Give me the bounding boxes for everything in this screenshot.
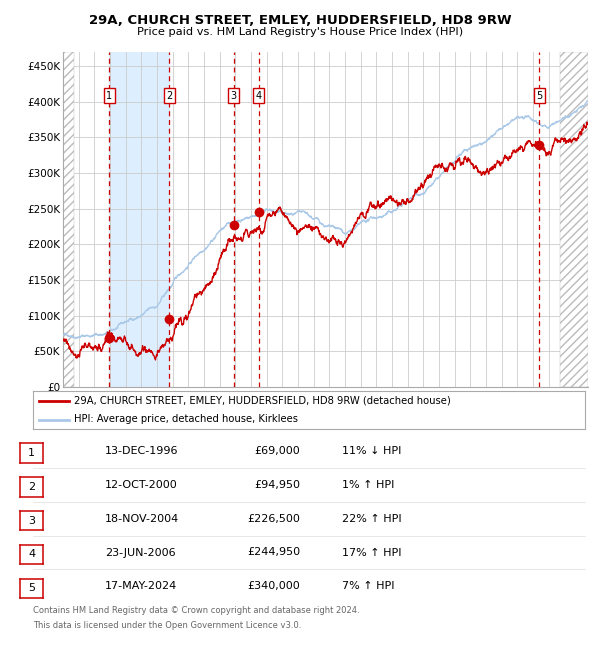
Text: £94,950: £94,950	[254, 480, 300, 490]
Text: 2: 2	[166, 90, 172, 101]
Text: 17-MAY-2024: 17-MAY-2024	[105, 581, 177, 592]
Text: £226,500: £226,500	[247, 514, 300, 524]
Text: £340,000: £340,000	[247, 581, 300, 592]
Text: 2: 2	[28, 482, 35, 492]
Text: Price paid vs. HM Land Registry's House Price Index (HPI): Price paid vs. HM Land Registry's House …	[137, 27, 463, 37]
Text: 22% ↑ HPI: 22% ↑ HPI	[342, 514, 401, 524]
Text: 3: 3	[28, 515, 35, 526]
Text: Contains HM Land Registry data © Crown copyright and database right 2024.: Contains HM Land Registry data © Crown c…	[33, 606, 359, 616]
Text: 1: 1	[28, 448, 35, 458]
Text: HPI: Average price, detached house, Kirklees: HPI: Average price, detached house, Kirk…	[74, 414, 298, 424]
Text: 17% ↑ HPI: 17% ↑ HPI	[342, 547, 401, 558]
Text: 12-OCT-2000: 12-OCT-2000	[105, 480, 178, 490]
Text: 29A, CHURCH STREET, EMLEY, HUDDERSFIELD, HD8 9RW (detached house): 29A, CHURCH STREET, EMLEY, HUDDERSFIELD,…	[74, 395, 451, 406]
Text: 5: 5	[536, 90, 542, 101]
Text: 23-JUN-2006: 23-JUN-2006	[105, 547, 176, 558]
Text: £69,000: £69,000	[254, 446, 300, 456]
Text: 7% ↑ HPI: 7% ↑ HPI	[342, 581, 395, 592]
Text: 18-NOV-2004: 18-NOV-2004	[105, 514, 179, 524]
Text: 13-DEC-1996: 13-DEC-1996	[105, 446, 179, 456]
Bar	[109, 52, 169, 387]
Text: 11% ↓ HPI: 11% ↓ HPI	[342, 446, 401, 456]
Text: This data is licensed under the Open Government Licence v3.0.: This data is licensed under the Open Gov…	[33, 621, 301, 630]
Text: 29A, CHURCH STREET, EMLEY, HUDDERSFIELD, HD8 9RW: 29A, CHURCH STREET, EMLEY, HUDDERSFIELD,…	[89, 14, 511, 27]
Text: 4: 4	[28, 549, 35, 560]
Text: 5: 5	[28, 583, 35, 593]
Polygon shape	[63, 52, 74, 387]
Text: 3: 3	[230, 90, 236, 101]
Text: 4: 4	[256, 90, 262, 101]
Text: 1: 1	[106, 90, 112, 101]
Text: 1% ↑ HPI: 1% ↑ HPI	[342, 480, 394, 490]
Text: £244,950: £244,950	[247, 547, 300, 558]
Polygon shape	[560, 52, 588, 387]
